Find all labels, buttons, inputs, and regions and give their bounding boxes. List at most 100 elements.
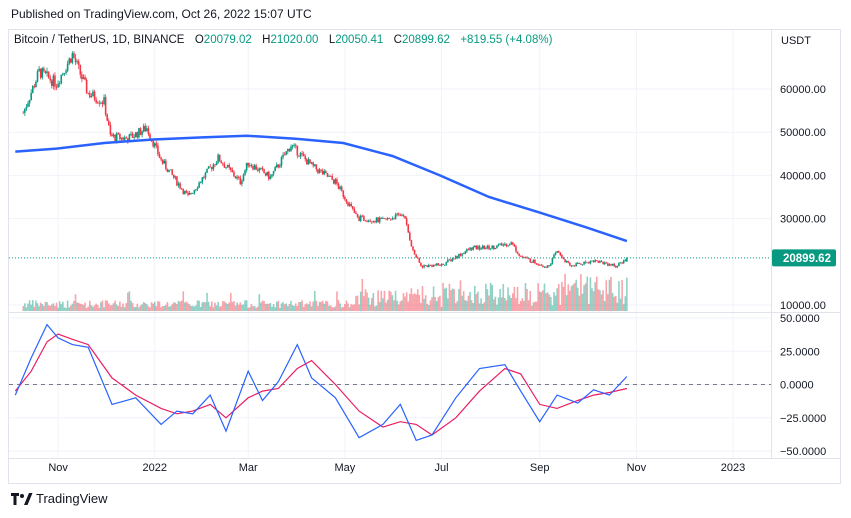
volume-bar bbox=[66, 300, 69, 311]
candle-body bbox=[174, 176, 177, 178]
candle-body bbox=[519, 255, 522, 257]
candle-body bbox=[44, 70, 47, 74]
volume-bar bbox=[223, 301, 226, 311]
candle-body bbox=[313, 164, 316, 166]
candle-body bbox=[196, 187, 199, 190]
candle-body bbox=[448, 259, 451, 261]
published-caption: Published on TradingView.com, Oct 26, 20… bbox=[11, 7, 312, 21]
candle-body bbox=[50, 80, 53, 87]
volume-bar bbox=[203, 301, 205, 311]
last-price-label: 20899.62 bbox=[783, 253, 831, 265]
volume-bar bbox=[274, 307, 276, 311]
candle-body bbox=[364, 220, 367, 222]
candle-body bbox=[402, 214, 405, 217]
volume-bar bbox=[534, 301, 536, 311]
volume-bar bbox=[307, 304, 310, 311]
volume-bar bbox=[108, 303, 110, 311]
volume-bar bbox=[451, 288, 454, 311]
candle-body bbox=[478, 246, 481, 250]
candle-body bbox=[621, 262, 623, 264]
volume-bar bbox=[540, 292, 543, 311]
volume-bar bbox=[285, 303, 288, 311]
candle-body bbox=[157, 145, 159, 155]
volume-bar bbox=[461, 295, 463, 311]
candle-body bbox=[195, 189, 197, 190]
volume-bar bbox=[239, 302, 242, 311]
volume-bar bbox=[253, 306, 256, 311]
candle-body bbox=[618, 263, 620, 267]
volume-bar bbox=[610, 276, 612, 311]
volume-bar bbox=[511, 293, 514, 311]
candle-body bbox=[65, 70, 67, 74]
volume-bar bbox=[412, 294, 414, 311]
candle-body bbox=[92, 91, 94, 97]
candle-body bbox=[263, 169, 265, 174]
volume-bar bbox=[447, 298, 449, 311]
candle-body bbox=[266, 171, 269, 176]
grid-lines bbox=[9, 30, 771, 458]
time-tick-label: Nov bbox=[48, 462, 68, 474]
open-label: O bbox=[194, 34, 204, 46]
candle-body bbox=[567, 261, 570, 263]
volume-bar bbox=[229, 292, 232, 311]
volume-bar bbox=[199, 307, 202, 311]
candle-body bbox=[206, 168, 208, 173]
candle-body bbox=[511, 242, 514, 245]
volume-bar bbox=[494, 296, 497, 311]
volume-bar bbox=[301, 300, 303, 311]
candle-body bbox=[49, 77, 51, 81]
candle-body bbox=[622, 260, 625, 264]
candle-body bbox=[79, 64, 82, 75]
candle-body bbox=[431, 265, 433, 267]
volume-bar bbox=[478, 303, 481, 311]
candle-body bbox=[210, 167, 213, 170]
candle-body bbox=[553, 254, 555, 258]
candle-body bbox=[548, 265, 551, 267]
volume-bar bbox=[531, 305, 533, 311]
volume-bar bbox=[538, 291, 541, 311]
volume-bar bbox=[332, 307, 335, 311]
volume-bar bbox=[613, 296, 615, 311]
candle-body bbox=[502, 244, 505, 246]
volume-bar bbox=[418, 294, 421, 311]
candle-body bbox=[469, 247, 471, 250]
candle-body bbox=[328, 176, 330, 177]
volume-bar bbox=[393, 300, 395, 311]
volume-bar bbox=[469, 291, 471, 311]
volume-bar bbox=[429, 300, 432, 311]
candle-body bbox=[190, 193, 192, 194]
volume-bar bbox=[131, 302, 134, 311]
volume-bar bbox=[575, 279, 577, 311]
tradingview-logo[interactable]: TradingView bbox=[11, 491, 108, 506]
volume-bar bbox=[55, 302, 58, 311]
candle-body bbox=[521, 256, 524, 258]
candle-body bbox=[220, 161, 223, 164]
low-label: L bbox=[328, 34, 336, 46]
candle-body bbox=[401, 214, 403, 216]
volume-bar bbox=[27, 303, 29, 311]
candle-body bbox=[69, 58, 72, 63]
candles bbox=[22, 51, 628, 269]
candle-body bbox=[201, 177, 204, 183]
candle-body bbox=[185, 190, 188, 193]
candle-body bbox=[261, 167, 264, 170]
volume-bar bbox=[233, 301, 235, 311]
volume-bar bbox=[85, 307, 88, 311]
volume-bar bbox=[88, 300, 91, 311]
volume-bar bbox=[500, 297, 503, 311]
volume-bar bbox=[421, 286, 424, 311]
time-tick-label: May bbox=[334, 462, 355, 474]
volume-bar bbox=[432, 286, 435, 311]
volume-bar bbox=[30, 304, 32, 311]
candle-body bbox=[347, 202, 349, 206]
candle-body bbox=[253, 165, 256, 170]
volume-bar bbox=[323, 303, 326, 311]
candle-body bbox=[434, 264, 436, 266]
volume-bar bbox=[364, 289, 367, 311]
candle-body bbox=[420, 262, 422, 267]
open-value: 20079.02 bbox=[203, 34, 252, 46]
candle-body bbox=[531, 261, 533, 263]
candle-body bbox=[223, 164, 226, 168]
volume-bar bbox=[597, 289, 600, 311]
